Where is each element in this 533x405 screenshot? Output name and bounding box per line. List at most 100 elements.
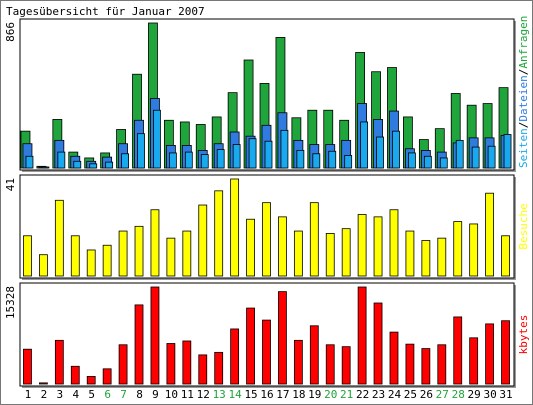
requests-bar-seiten-1: [25, 155, 34, 169]
visits-bar-besuche-14: [230, 178, 240, 277]
requests-bar-seiten-21: [344, 155, 353, 169]
requests-bar-seiten-6: [105, 161, 114, 169]
requests-bar-seiten-27: [439, 157, 448, 169]
requests-ymax-label: 866: [4, 22, 17, 42]
x-tick-label-8: 8: [136, 388, 143, 401]
bytes-bar-kbytes-30: [485, 323, 494, 385]
visits-bar-besuche-12: [198, 204, 208, 277]
requests-bar-seiten-22: [360, 121, 369, 169]
requests-bar-seiten-20: [328, 150, 337, 169]
requests-legend-separator: /: [517, 69, 530, 76]
bytes-bar-kbytes-22: [357, 286, 367, 385]
requests-bar-seiten-8: [137, 133, 145, 169]
requests-bar-seiten-29: [471, 146, 480, 169]
x-tick-label-21: 21: [340, 388, 353, 401]
visits-bar-besuche-9: [150, 209, 160, 277]
bytes-bar-kbytes-5: [86, 376, 96, 385]
x-tick-label-9: 9: [152, 388, 159, 401]
visits-bar-besuche-30: [485, 192, 494, 277]
bytes-bar-kbytes-23: [373, 302, 383, 385]
visits-bar-besuche-22: [357, 214, 367, 277]
x-tick-label-25: 25: [404, 388, 417, 401]
visits-bar-besuche-15: [246, 218, 255, 277]
x-tick-label-10: 10: [165, 388, 178, 401]
visits-bar-besuche-19: [309, 202, 319, 277]
bytes-bar-kbytes-1: [23, 348, 32, 385]
x-tick-label-16: 16: [260, 388, 273, 401]
x-tick-label-22: 22: [356, 388, 369, 401]
visits-bar-besuche-26: [421, 240, 431, 277]
visits-bar-besuche-29: [469, 223, 479, 277]
visits-bar-besuche-24: [389, 209, 399, 277]
requests-legend-dateien: Dateien: [517, 75, 530, 121]
bytes-ymax-label: 15328: [4, 286, 17, 319]
x-tick-label-12: 12: [197, 388, 210, 401]
requests-bar-seiten-19: [312, 153, 321, 169]
requests-bar-seiten-3: [57, 151, 66, 169]
visits-bar-besuche-5: [86, 249, 96, 277]
bytes-bar-kbytes-10: [166, 343, 176, 385]
bytes-bar-kbytes-25: [405, 343, 415, 385]
requests-bar-seiten-30: [487, 145, 496, 169]
bytes-bar-kbytes-18: [293, 339, 303, 385]
x-tick-label-19: 19: [308, 388, 321, 401]
x-tick-label-26: 26: [420, 388, 433, 401]
x-tick-label-3: 3: [57, 388, 64, 401]
bytes-bar-kbytes-27: [437, 344, 447, 385]
requests-bar-seiten-16: [264, 140, 273, 169]
bytes-bar-kbytes-13: [214, 351, 224, 385]
bytes-bar-kbytes-8: [134, 304, 144, 385]
bytes-bar-kbytes-9: [150, 286, 160, 385]
requests-bar-seiten-23: [376, 136, 384, 169]
requests-legend-anfragen: Anfragen: [517, 16, 530, 69]
bytes-bar-kbytes-16: [262, 319, 271, 385]
bytes-bar-kbytes-15: [246, 307, 255, 385]
visits-bar-besuche-25: [405, 230, 415, 277]
chart-title: Tagesübersicht für Januar 2007: [6, 5, 205, 18]
bytes-bar-kbytes-28: [453, 316, 463, 385]
x-tick-label-17: 17: [276, 388, 289, 401]
requests-bar-seiten-5: [89, 163, 98, 169]
requests-bar-seiten-18: [296, 150, 305, 169]
bytes-bar-kbytes-26: [421, 348, 431, 385]
x-tick-label-6: 6: [104, 388, 111, 401]
requests-bar-seiten-7: [121, 153, 129, 169]
bytes-bar-kbytes-20: [325, 344, 335, 385]
requests-bar-seiten-14: [232, 144, 241, 169]
x-tick-label-5: 5: [88, 388, 95, 401]
bytes-bar-kbytes-17: [278, 291, 287, 385]
visits-bar-besuche-31: [501, 235, 510, 277]
requests-bar-seiten-13: [216, 149, 225, 169]
x-tick-label-1: 1: [25, 388, 32, 401]
requests-bar-seiten-9: [153, 109, 161, 169]
visits-bar-besuche-7: [118, 230, 128, 277]
visits-bar-besuche-17: [278, 216, 287, 277]
visits-legend-besuche: Besuche: [517, 203, 530, 249]
x-tick-label-18: 18: [292, 388, 305, 401]
visits-ymax-label: 41: [4, 178, 17, 191]
requests-bar-seiten-26: [423, 155, 432, 169]
x-tick-label-7: 7: [120, 388, 127, 401]
visits-bar-besuche-27: [437, 237, 447, 277]
visits-bar-besuche-3: [54, 199, 64, 277]
visits-bar-besuche-18: [293, 230, 303, 277]
x-tick-label-31: 31: [499, 388, 512, 401]
visits-bar-besuche-10: [166, 237, 176, 277]
bytes-bar-kbytes-21: [341, 346, 351, 385]
requests-bar-seiten-15: [248, 138, 257, 169]
requests-bar-seiten-28: [455, 139, 464, 169]
bytes-bar-kbytes-19: [309, 325, 319, 385]
bytes-bar-kbytes-24: [389, 331, 399, 385]
x-tick-label-4: 4: [72, 388, 79, 401]
x-tick-label-14: 14: [229, 388, 243, 401]
requests-bar-seiten-2: [41, 166, 50, 169]
visits-bar-besuche-16: [262, 202, 271, 277]
x-tick-label-15: 15: [244, 388, 257, 401]
visits-bar-besuche-4: [70, 235, 80, 277]
requests-legend: Seiten/Dateien/Anfragen: [517, 16, 530, 168]
requests-bar-seiten-10: [168, 152, 177, 169]
x-tick-label-30: 30: [483, 388, 496, 401]
requests-bar-seiten-17: [280, 129, 289, 169]
bytes-bar-kbytes-14: [230, 328, 240, 385]
